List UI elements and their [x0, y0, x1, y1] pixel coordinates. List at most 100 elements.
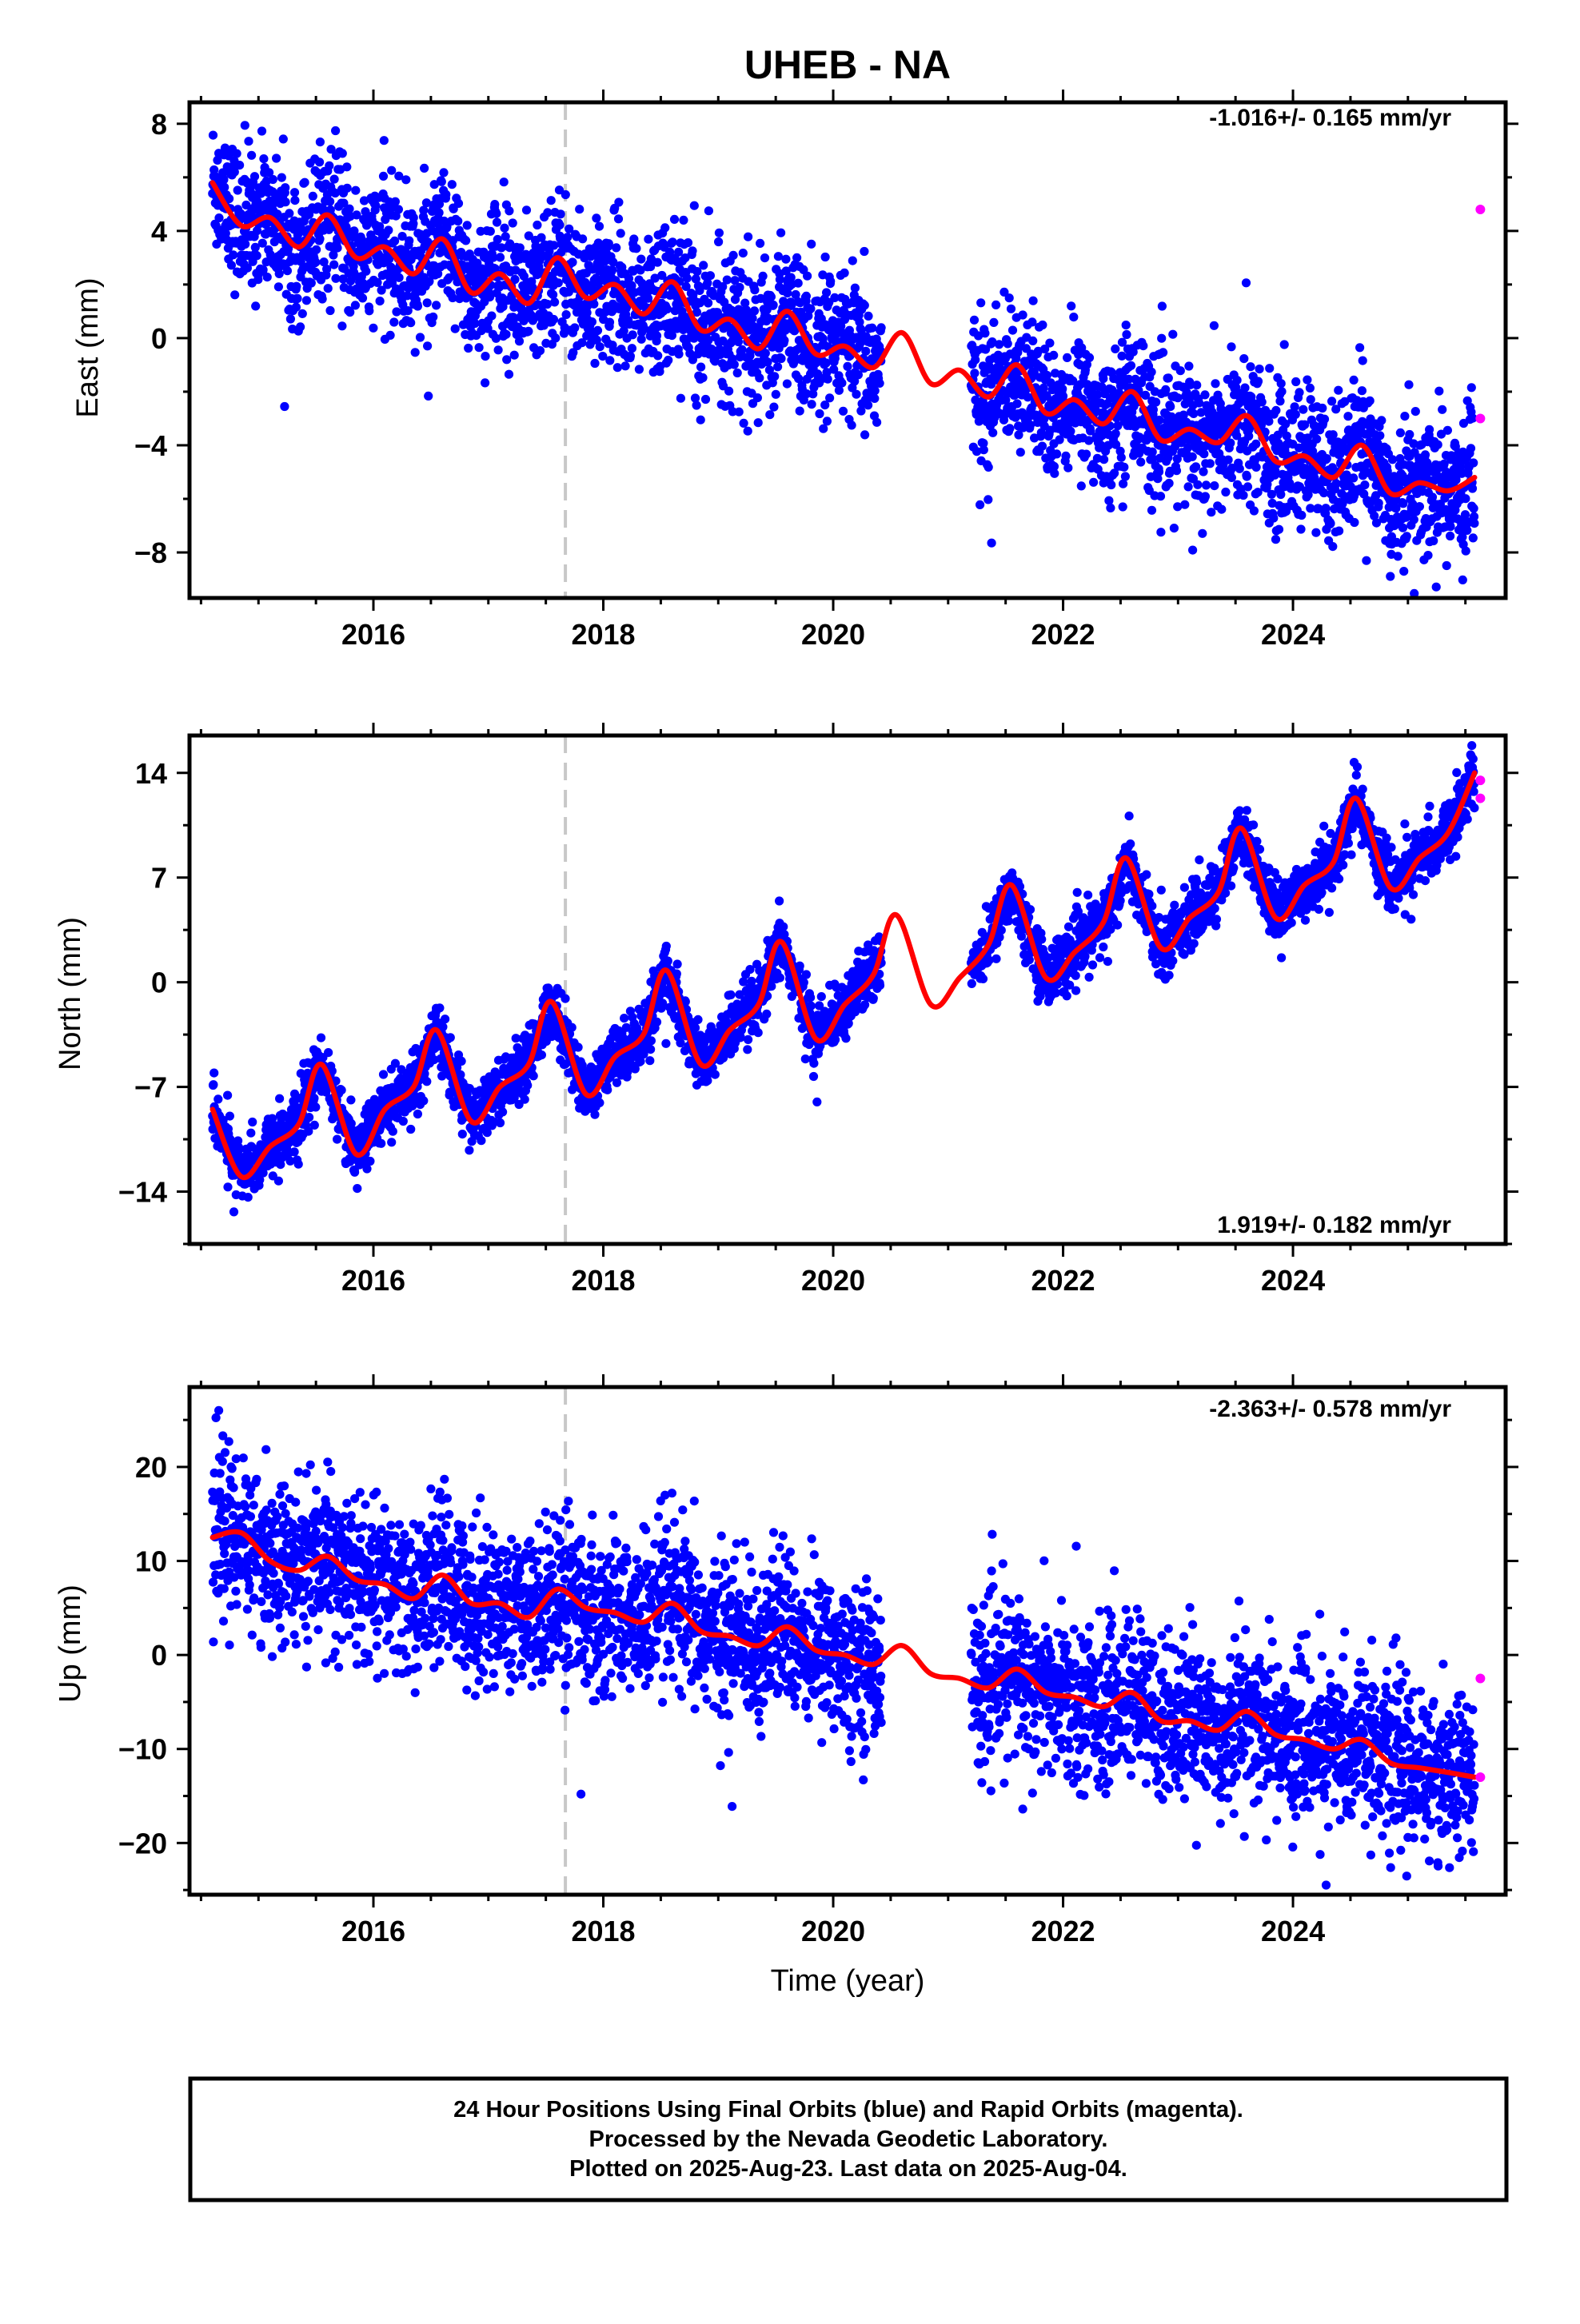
east-data-point [1061, 452, 1070, 460]
east-data-point [613, 363, 622, 372]
east-data-point [1307, 395, 1315, 404]
east-data-point [706, 271, 715, 280]
east-data-point [1184, 361, 1193, 370]
east-data-point [1201, 492, 1210, 500]
east-y-tick-label: 0 [151, 322, 167, 355]
east-x-tick-label: 2020 [801, 618, 865, 651]
east-data-point [557, 209, 565, 218]
east-data-point [776, 354, 785, 363]
north-data-point [529, 1071, 538, 1080]
east-data-point [761, 349, 770, 357]
east-data-point [698, 373, 707, 382]
east-data-point [780, 336, 788, 345]
east-data-point [1016, 448, 1025, 456]
east-data-point [750, 285, 759, 294]
east-data-point [776, 275, 784, 284]
east-data-point [387, 166, 396, 175]
east-data-point [808, 400, 816, 409]
east-data-point [493, 235, 502, 244]
east-data-point [293, 294, 301, 303]
east-data-point [549, 315, 558, 324]
east-data-point [1147, 506, 1156, 515]
east-data-point [1122, 321, 1131, 329]
north-data-point [213, 1094, 222, 1103]
east-data-point [683, 273, 692, 282]
east-data-point [1063, 353, 1071, 362]
north-data-point [523, 1081, 532, 1090]
east-data-point [1320, 415, 1329, 424]
east-data-point [770, 372, 779, 381]
east-data-point [1038, 442, 1047, 451]
east-data-point [970, 316, 979, 325]
east-data-point [1277, 379, 1286, 388]
north-data-point [248, 1118, 257, 1126]
north-data-point [275, 1094, 284, 1103]
east-data-point [1121, 472, 1130, 480]
east-data-point [487, 312, 496, 321]
east-data-point [1296, 524, 1305, 533]
east-data-point [365, 306, 373, 315]
east-data-point [247, 151, 256, 160]
east-data-point [1180, 500, 1189, 509]
east-data-point [1198, 529, 1207, 538]
north-data-point [435, 1003, 444, 1012]
east-data-point [783, 380, 792, 389]
east-data-point [860, 247, 868, 256]
east-data-point [486, 227, 495, 236]
east-data-point [318, 294, 327, 303]
east-data-point [663, 305, 672, 313]
east-data-point [971, 356, 980, 365]
east-data-point [315, 234, 324, 243]
east-data-point [765, 410, 774, 419]
east-data-point [1243, 472, 1251, 481]
east-data-point [330, 175, 339, 184]
east-data-point [1155, 416, 1163, 425]
east-x-tick-label: 2018 [571, 618, 635, 651]
east-data-point [970, 369, 979, 377]
east-data-point [825, 393, 834, 402]
east-data-point [984, 495, 992, 504]
east-data-point [729, 251, 738, 260]
east-data-point [500, 177, 509, 186]
east-data-point [794, 279, 803, 288]
east-data-point [1388, 455, 1397, 464]
east-data-point [1172, 466, 1181, 475]
east-data-point [505, 370, 513, 379]
east-data-point [652, 331, 661, 340]
east-data-point [1470, 504, 1478, 512]
east-data-point [1359, 357, 1367, 365]
east-data-point [1328, 542, 1337, 551]
east-data-point [1202, 480, 1211, 489]
east-data-point [394, 205, 403, 213]
north-data-point [561, 995, 569, 1003]
north-data-point [406, 1125, 415, 1134]
east-data-point [1240, 384, 1249, 393]
east-data-point [735, 283, 744, 292]
east-data-point [848, 257, 857, 265]
east-data-point [380, 136, 389, 145]
east-data-point [283, 266, 292, 275]
east-data-point [461, 236, 470, 245]
east-plot-area [208, 92, 1485, 598]
east-data-point [1050, 469, 1059, 478]
east-data-point [555, 221, 564, 229]
east-data-point [803, 272, 812, 281]
east-rapid-orbit-point [1475, 413, 1485, 423]
east-data-point [244, 137, 253, 145]
east-data-point [423, 341, 432, 350]
east-data-point [563, 233, 572, 241]
east-data-point [1423, 551, 1432, 560]
north-data-point [294, 1160, 303, 1169]
east-data-point [614, 214, 623, 223]
east-data-point [220, 183, 229, 192]
east-data-point [241, 240, 249, 249]
east-data-point [1235, 464, 1244, 473]
east-data-point [432, 301, 441, 309]
north-data-point [305, 1113, 313, 1122]
east-data-point [1306, 384, 1315, 393]
east-data-point [1082, 450, 1091, 459]
east-data-point [568, 257, 577, 266]
east-data-point [522, 205, 531, 214]
east-data-point [1239, 354, 1248, 363]
